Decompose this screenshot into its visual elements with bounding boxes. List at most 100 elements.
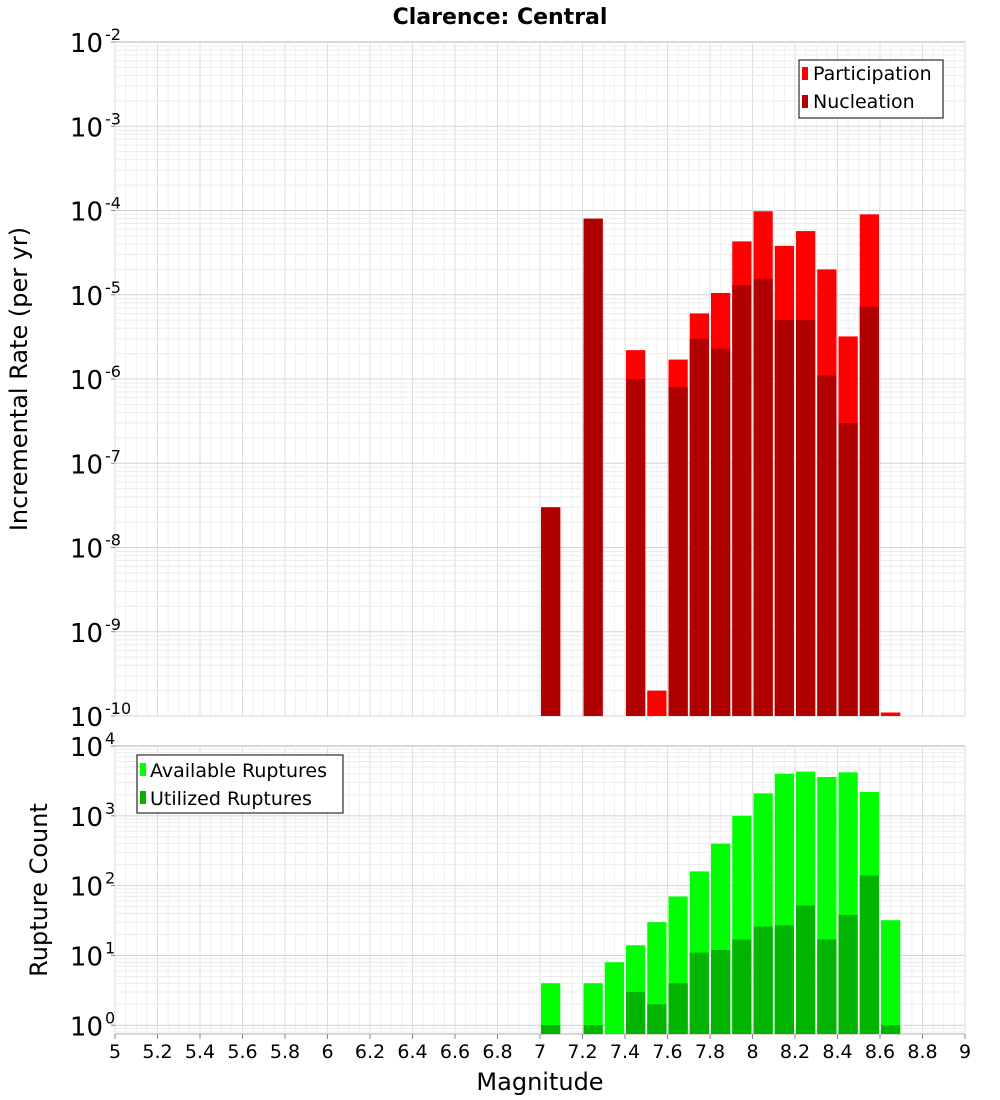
top-bar-nucleation	[817, 375, 837, 716]
bottom-bar-available-ruptures	[881, 920, 901, 1034]
legend-swatch-available	[140, 763, 146, 776]
legend-swatch-utilized	[140, 791, 146, 804]
x-tick-label: 8.4	[822, 1041, 852, 1063]
top-bar-nucleation	[583, 218, 603, 716]
bottom-bar-utilized-ruptures	[881, 1025, 901, 1034]
top-bar-nucleation	[753, 278, 773, 716]
bottom-ytick-exponent: 0	[105, 1008, 115, 1027]
bottom-legend-box	[136, 754, 344, 814]
top-ytick-label: 10	[70, 619, 103, 649]
top-bar-nucleation	[711, 348, 731, 716]
top-bar-nucleation	[796, 320, 816, 716]
bottom-bar-utilized-ruptures	[774, 925, 794, 1034]
x-tick-label: 6.2	[355, 1041, 385, 1063]
top-bar-nucleation	[732, 285, 752, 716]
x-tick-label: 7.8	[695, 1041, 725, 1063]
bottom-y-axis-label: Rupture Count	[25, 803, 53, 977]
legend-label-utilized: Utilized Ruptures	[150, 788, 312, 810]
x-tick-label: 5.8	[270, 1041, 300, 1063]
bottom-ytick-exponent: 3	[105, 799, 115, 818]
x-tick-label: 8	[746, 1041, 758, 1063]
x-tick-label: 6	[321, 1041, 333, 1063]
x-axis-label: Magnitude	[476, 1068, 603, 1096]
bottom-legend: Available Ruptures Utilized Ruptures	[136, 754, 344, 814]
bottom-bar-utilized-ruptures	[838, 914, 858, 1034]
bottom-bar-utilized-ruptures	[817, 939, 837, 1034]
top-ytick-label: 10	[70, 29, 103, 59]
bottom-bar-utilized-ruptures	[753, 926, 773, 1034]
top-ytick-exponent: -9	[105, 615, 121, 634]
bottom-ytick-label: 10	[70, 942, 103, 972]
legend-label-nucleation: Nucleation	[813, 91, 915, 113]
bottom-bar-utilized-ruptures	[668, 983, 688, 1034]
x-tick-label: 5.2	[142, 1041, 172, 1063]
top-legend: Participation Nucleation	[798, 59, 944, 119]
top-bar-participation	[881, 712, 901, 716]
bottom-bar-utilized-ruptures	[711, 949, 731, 1034]
top-bar-nucleation	[626, 379, 646, 716]
bottom-bar-available-ruptures	[541, 983, 561, 1034]
top-ytick-exponent: -2	[105, 25, 121, 44]
bottom-ytick-exponent: 2	[105, 869, 115, 888]
x-tick-label: 7	[534, 1041, 546, 1063]
top-ytick-label: 10	[70, 366, 103, 396]
x-tick-label: 7.2	[567, 1041, 597, 1063]
top-bar-nucleation	[668, 387, 688, 716]
top-ytick-label: 10	[70, 703, 103, 733]
bottom-bar-utilized-ruptures	[732, 939, 752, 1034]
legend-swatch-nucleation	[802, 95, 808, 108]
bottom-bar-utilized-ruptures	[541, 1025, 561, 1034]
x-tick-label: 5	[109, 1041, 121, 1063]
bottom-ytick-exponent: 4	[105, 729, 115, 748]
x-tick-label: 7.6	[652, 1041, 682, 1063]
bottom-bar-utilized-ruptures	[689, 952, 709, 1034]
x-tick-label: 8.6	[865, 1041, 895, 1063]
bottom-bar-utilized-ruptures	[626, 991, 646, 1034]
top-bar-nucleation	[859, 306, 879, 716]
top-ytick-exponent: -6	[105, 362, 121, 381]
bottom-ytick-exponent: 1	[105, 938, 115, 957]
top-ytick-label: 10	[70, 113, 103, 143]
top-bar-nucleation	[774, 320, 794, 716]
legend-label-participation: Participation	[813, 63, 932, 85]
bottom-ytick-label: 10	[70, 733, 103, 763]
top-ytick-exponent: -5	[105, 278, 121, 297]
legend-swatch-participation	[802, 67, 808, 80]
x-tick-label: 6.4	[397, 1041, 427, 1063]
top-ytick-label: 10	[70, 282, 103, 312]
top-ytick-exponent: -4	[105, 194, 121, 213]
top-y-axis-label: Incremental Rate (per yr)	[5, 227, 33, 531]
x-tick-label: 5.4	[185, 1041, 215, 1063]
top-bar-nucleation	[689, 338, 709, 716]
x-tick-label: 9	[959, 1041, 971, 1063]
top-ytick-label: 10	[70, 198, 103, 228]
bottom-ytick-label: 10	[70, 803, 103, 833]
top-ytick-exponent: -8	[105, 531, 121, 550]
top-bar-nucleation	[541, 507, 561, 716]
top-bar-participation	[647, 690, 667, 716]
top-ytick-label: 10	[70, 535, 103, 565]
bottom-ytick-label: 10	[70, 873, 103, 903]
bottom-bar-available-ruptures	[583, 983, 603, 1034]
bottom-bar-utilized-ruptures	[796, 905, 816, 1034]
x-tick-label: 6.8	[482, 1041, 512, 1063]
chart-title: Clarence: Central	[393, 5, 608, 30]
top-legend-box	[798, 59, 944, 119]
x-tick-label: 5.6	[227, 1041, 257, 1063]
top-ytick-exponent: -7	[105, 446, 121, 465]
top-ytick-label: 10	[70, 450, 103, 480]
x-tick-label: 8.8	[907, 1041, 937, 1063]
bottom-bar-utilized-ruptures	[647, 1004, 667, 1034]
x-tick-label: 8.2	[780, 1041, 810, 1063]
bottom-bar-utilized-ruptures	[859, 875, 879, 1034]
x-tick-label: 7.4	[610, 1041, 640, 1063]
top-ytick-exponent: -3	[105, 109, 121, 128]
top-ytick-exponent: -10	[105, 699, 131, 718]
bottom-bar-utilized-ruptures	[583, 1025, 603, 1034]
top-bar-nucleation	[838, 423, 858, 716]
bottom-bar-available-ruptures	[604, 962, 624, 1034]
